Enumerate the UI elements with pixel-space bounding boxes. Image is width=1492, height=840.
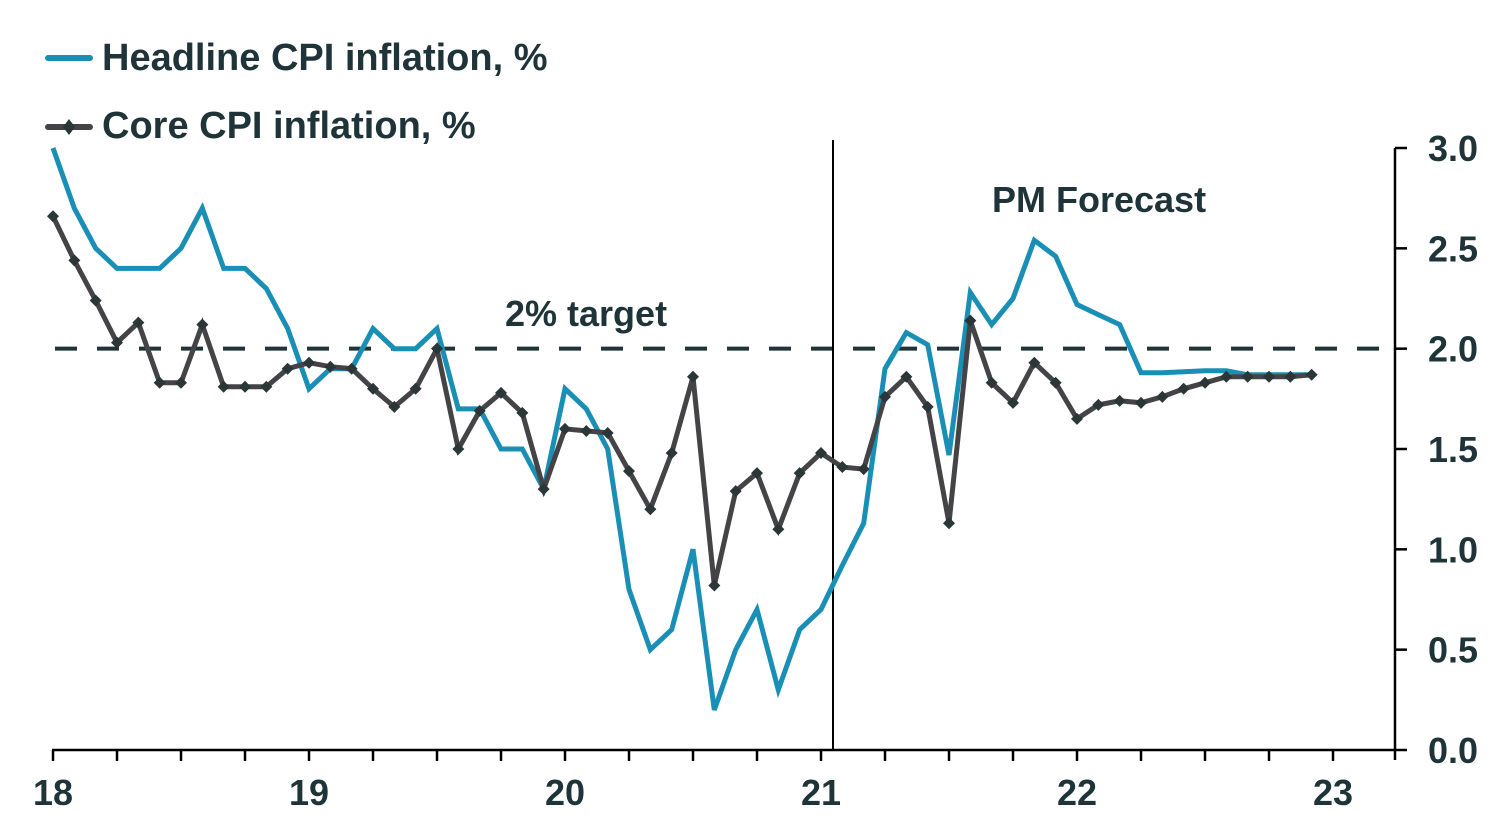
data-point	[175, 376, 187, 389]
data-point	[879, 390, 891, 403]
data-point	[943, 517, 955, 530]
y-tick-label: 1.5	[1428, 429, 1478, 470]
x-tick-label: 22	[1057, 772, 1097, 813]
data-point	[303, 356, 315, 369]
data-point	[345, 362, 358, 375]
data-point	[1007, 396, 1019, 409]
data-point	[793, 467, 806, 480]
data-point	[1241, 370, 1254, 383]
x-tick-label: 18	[33, 772, 73, 813]
y-tick-label: 1.0	[1428, 529, 1478, 570]
data-point	[900, 370, 913, 383]
data-point	[1071, 412, 1083, 425]
data-point	[1135, 396, 1147, 409]
y-tick-label: 0.0	[1428, 730, 1478, 771]
data-point	[1177, 382, 1190, 395]
data-point	[772, 523, 785, 536]
data-point	[388, 400, 401, 413]
x-tick-label: 19	[289, 772, 329, 813]
data-point	[708, 579, 721, 592]
data-point	[857, 463, 870, 476]
data-point	[1199, 376, 1211, 389]
data-point	[964, 314, 977, 327]
y-tick-label: 0.5	[1428, 630, 1478, 671]
data-point	[324, 360, 337, 373]
y-tick-label: 2.0	[1428, 329, 1478, 370]
data-point	[281, 362, 294, 375]
series-headline	[50, 147, 1312, 711]
y-tick-label: 2.5	[1428, 228, 1478, 269]
data-point	[132, 316, 145, 329]
legend: Headline CPI inflation, % Core CPI infla…	[45, 37, 548, 147]
y-tick-label: 3.0	[1428, 128, 1478, 169]
data-point	[729, 485, 742, 498]
legend-label-core: Core CPI inflation, %	[102, 105, 476, 147]
data-point	[751, 467, 763, 480]
data-point	[367, 382, 379, 395]
data-point	[68, 254, 81, 267]
target-annotation: 2% target	[505, 293, 667, 334]
data-point	[1305, 368, 1318, 381]
y-ticks: 0.0 0.5 1.0 1.5 2.0 2.5 3.0	[1395, 128, 1478, 771]
data-point	[687, 370, 699, 383]
axes: 18 19 20 21 22 23 0.0 0.5 1.0 1.5 2.0 2.5 3.0	[33, 128, 1478, 813]
data-point	[1113, 394, 1126, 407]
series-core	[47, 210, 1318, 592]
data-point	[815, 447, 827, 460]
data-point	[921, 400, 934, 413]
data-point	[836, 461, 849, 474]
forecast-annotation: PM Forecast	[992, 179, 1206, 220]
data-point	[473, 404, 486, 417]
data-point	[559, 422, 571, 435]
data-point	[601, 426, 614, 439]
data-point	[1028, 356, 1041, 369]
data-point	[111, 336, 123, 349]
data-point	[239, 380, 251, 393]
legend-marker-core	[63, 119, 75, 135]
data-point	[196, 318, 209, 331]
series-layer	[47, 147, 1318, 711]
data-point	[1156, 390, 1169, 403]
data-point	[1284, 370, 1297, 383]
data-point	[644, 503, 657, 516]
data-point	[89, 294, 102, 307]
series-line	[50, 147, 1312, 711]
data-point	[495, 386, 507, 399]
data-point	[623, 465, 635, 478]
x-tick-label: 21	[801, 772, 841, 813]
data-point	[217, 380, 230, 393]
data-point	[580, 424, 593, 437]
data-point	[409, 382, 422, 395]
x-tick-label: 23	[1313, 772, 1353, 813]
data-point	[1092, 398, 1105, 411]
data-point	[537, 483, 550, 496]
x-tick-label: 20	[545, 772, 585, 813]
data-point	[985, 376, 998, 389]
data-point	[1049, 376, 1062, 389]
data-point	[665, 447, 678, 460]
data-point	[47, 210, 59, 223]
legend-label-headline: Headline CPI inflation, %	[102, 37, 548, 79]
data-point	[1263, 370, 1275, 383]
x-ticks: 18 19 20 21 22 23	[33, 750, 1353, 813]
data-point	[516, 406, 529, 419]
data-point	[153, 376, 166, 389]
data-point	[1220, 370, 1233, 383]
data-point	[452, 443, 465, 455]
data-point	[431, 342, 443, 355]
data-point	[260, 380, 273, 393]
